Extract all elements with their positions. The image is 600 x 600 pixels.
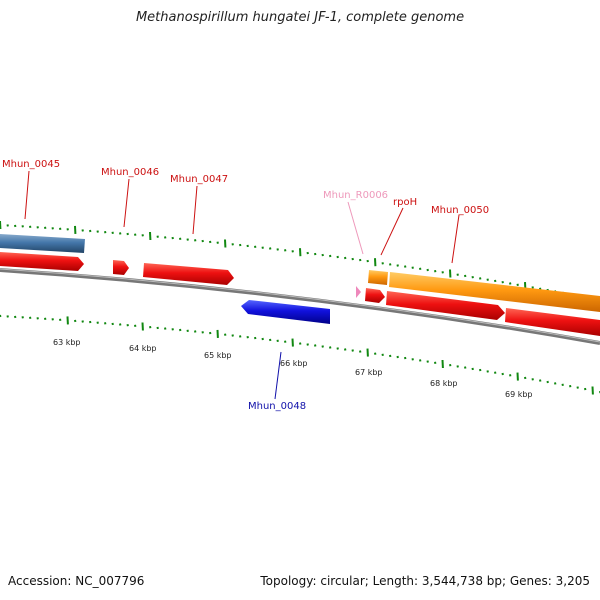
genome-backbone <box>0 268 600 345</box>
genome-summary-text: Topology: circular; Length: 3,544,738 bp… <box>260 574 590 588</box>
scale-label-67kbp: 67 kbp <box>355 368 383 377</box>
cds-feature-mhun-0047 <box>143 263 234 285</box>
gene-label-rpoh: rpoH <box>393 197 417 208</box>
scale-label-63kbp: 63 kbp <box>53 338 81 347</box>
cds-feature-mhun-0046 <box>113 260 129 275</box>
scale-label-68kbp: 68 kbp <box>430 379 458 388</box>
gene-label-mhun-0050: Mhun_0050 <box>431 205 489 216</box>
rrna-feature-mhun-r0006 <box>356 286 361 298</box>
scale-label-64kbp: 64 kbp <box>129 344 157 353</box>
gene-label-mhun-0048: Mhun_0048 <box>248 401 306 412</box>
inner-tick-marks <box>0 314 600 395</box>
map-title: Methanospirillum hungatei JF-1, complete… <box>135 10 465 25</box>
scale-label-69kbp: 69 kbp <box>505 390 533 399</box>
gene-feature-mhun-0050 <box>389 272 600 312</box>
gene-label-mhun-0047: Mhun_0047 <box>170 174 228 185</box>
accession-text: Accession: NC_007796 <box>8 574 145 588</box>
gene-label-mhun-0045: Mhun_0045 <box>2 159 60 170</box>
gene-label-mhun-0046: Mhun_0046 <box>101 167 159 178</box>
cds-feature-mhun-0050 <box>386 291 505 320</box>
scale-label-65kbp: 65 kbp <box>204 351 232 360</box>
scale-label-66kbp: 66 kbp <box>280 359 308 368</box>
cds-feature-next <box>505 308 600 336</box>
gene-feature-mhun-0045 <box>0 234 85 253</box>
gene-label-mhun-r0006: Mhun_R0006 <box>323 190 388 201</box>
cds-feature-mhun-0045 <box>0 252 84 271</box>
cds-feature-mhun-0048 <box>241 300 330 324</box>
cds-feature-rpoh <box>365 288 385 303</box>
gene-feature-rpoh <box>368 270 388 285</box>
label-leaders <box>24 170 460 400</box>
genome-backbone-highlight <box>0 268 600 343</box>
